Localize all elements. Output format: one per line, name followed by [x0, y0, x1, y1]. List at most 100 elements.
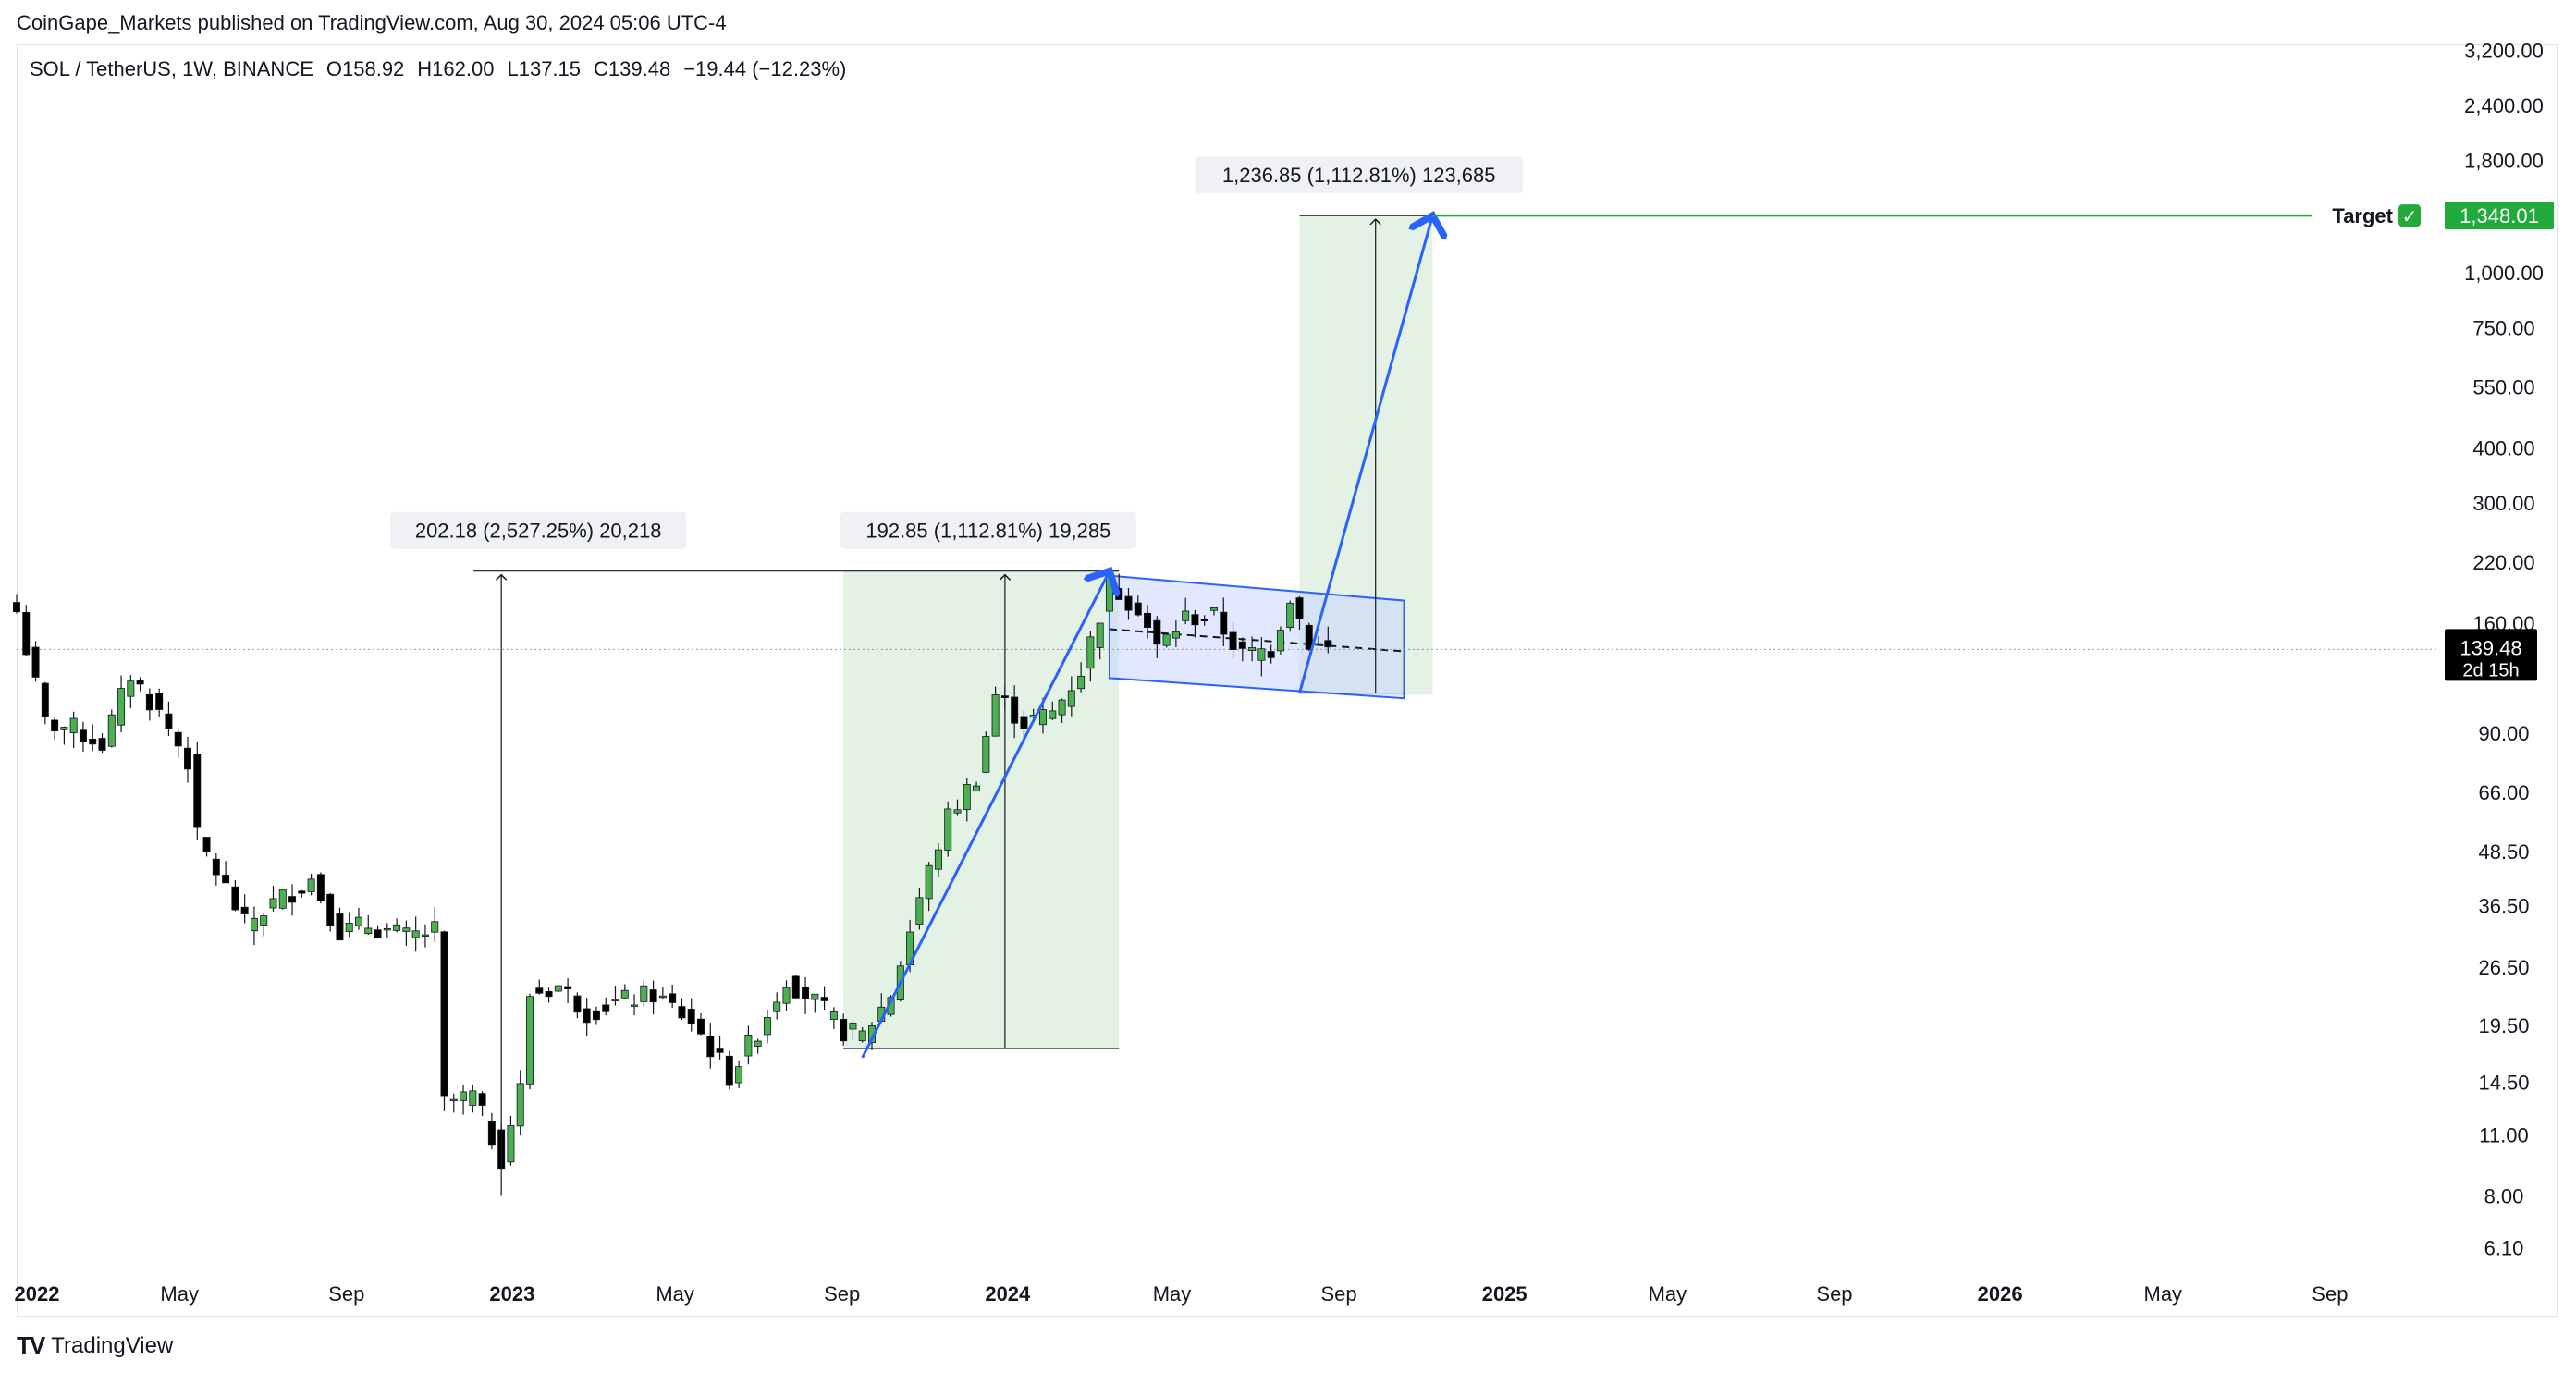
- y-tick-label: 8.00: [2484, 1184, 2524, 1208]
- candle: [1295, 595, 1304, 631]
- candle: [583, 998, 591, 1036]
- tradingview-brand[interactable]: TV TradingView: [17, 1331, 173, 1360]
- candle-body-up: [469, 1090, 477, 1106]
- candle-body-up: [421, 934, 429, 937]
- candle: [658, 987, 667, 1000]
- candle: [1200, 615, 1208, 626]
- candle: [212, 852, 220, 886]
- candle-body-up: [383, 928, 391, 931]
- candle: [402, 920, 411, 947]
- candle-body-down: [545, 991, 553, 998]
- candle-body-up: [278, 889, 287, 909]
- candle: [1011, 685, 1019, 739]
- x-tick-label: Sep: [2312, 1282, 2348, 1306]
- legend-change: −19.44 (−12.23%): [683, 57, 847, 80]
- candle: [802, 976, 810, 1014]
- candle: [288, 884, 297, 916]
- candle-body-down: [725, 1055, 733, 1086]
- candle: [573, 992, 582, 1019]
- candle: [915, 888, 924, 930]
- candle: [696, 1012, 705, 1036]
- candle: [811, 993, 819, 1013]
- candle-body-down: [336, 913, 344, 941]
- brand-label: TradingView: [51, 1332, 174, 1358]
- candle: [649, 980, 657, 1015]
- candle-body-up: [1171, 631, 1180, 639]
- candle-body-down: [716, 1048, 724, 1053]
- candle-body-up: [754, 1040, 762, 1047]
- candle: [307, 874, 315, 896]
- candle: [1248, 636, 1257, 662]
- candle: [487, 1112, 496, 1150]
- candle: [127, 675, 135, 709]
- candle-body-down: [212, 858, 220, 876]
- candle: [60, 726, 68, 745]
- candle-body-up: [393, 924, 401, 931]
- candle-body-down: [1011, 696, 1019, 724]
- candle: [1267, 644, 1275, 664]
- y-tick-label: 66.00: [2478, 781, 2529, 804]
- candle: [269, 885, 277, 912]
- x-tick-label: Sep: [1816, 1282, 1852, 1306]
- candle: [1144, 605, 1152, 639]
- y-tick-label: 220.00: [2472, 551, 2534, 574]
- measure-label-0: 202.18 (2,527.25%) 20,218: [415, 520, 662, 543]
- candle: [725, 1050, 733, 1090]
- candle: [240, 894, 249, 924]
- candle-body-up: [1209, 607, 1218, 611]
- publisher-line: CoinGape_Markets published on TradingVie…: [17, 11, 727, 34]
- drawing-overlays: 202.18 (2,527.25%) 20,218 192.85 (1,112.8…: [390, 156, 2421, 1196]
- candle-body-up: [127, 680, 135, 697]
- y-tick-label: 26.50: [2478, 956, 2529, 979]
- candle: [687, 998, 695, 1032]
- candle-body-down: [41, 682, 49, 717]
- candle: [1067, 676, 1075, 717]
- candle: [354, 907, 362, 930]
- candle: [260, 913, 268, 937]
- y-tick-label: 6.10: [2484, 1237, 2524, 1260]
- candle-body-down: [440, 931, 448, 1097]
- candle-body-down: [535, 987, 544, 994]
- candle-body-up: [1086, 636, 1095, 669]
- target-check-icon: [2398, 204, 2421, 227]
- candle-body-down: [1134, 602, 1142, 616]
- candle-body-down: [1220, 611, 1228, 635]
- candle: [611, 986, 619, 1006]
- candle-body-up: [1067, 690, 1075, 707]
- candle-body-down: [696, 1018, 705, 1035]
- candle: [1182, 597, 1190, 625]
- candle: [1276, 626, 1284, 655]
- measure-label-2: 1,236.85 (1,112.81%) 123,685: [1222, 164, 1496, 187]
- candle-body-down: [1153, 619, 1161, 645]
- candle: [174, 729, 182, 758]
- candle-body-up: [849, 1023, 857, 1030]
- y-axis[interactable]: 3,200.00 2,400.00 1,800.00 1,000.00 750.00 55…: [2445, 39, 2554, 1260]
- projection-arrow-0: [861, 571, 1110, 1059]
- candle-body-up: [953, 809, 962, 814]
- candle-body-down: [669, 993, 677, 1003]
- candle-body-down: [1191, 614, 1199, 626]
- candle-body-up: [307, 878, 315, 892]
- candle-body-down: [1115, 588, 1123, 600]
- candle-body-down: [1200, 619, 1208, 621]
- x-axis[interactable]: 2022 May Sep 2023 May Sep 2024 May Sep 2025 May Sep…: [15, 1282, 2349, 1306]
- candle: [202, 837, 211, 857]
- candle-body-down: [1267, 651, 1275, 658]
- candle-body-down: [802, 987, 810, 999]
- candle: [620, 984, 629, 999]
- candle: [592, 1006, 600, 1025]
- candle-body-down: [583, 1008, 591, 1024]
- candle-body-down: [31, 646, 40, 678]
- candle-body-down: [1229, 631, 1237, 650]
- candle: [231, 880, 239, 912]
- x-tick-label: Sep: [1320, 1282, 1356, 1306]
- candle: [1257, 637, 1266, 677]
- candle: [98, 733, 106, 754]
- candle: [744, 1025, 753, 1065]
- candle-body-down: [1324, 640, 1332, 648]
- current-price-label: 139.48: [2459, 636, 2521, 659]
- candle-body-up: [744, 1034, 753, 1057]
- candle-body-down: [326, 893, 335, 926]
- candle: [449, 1093, 458, 1113]
